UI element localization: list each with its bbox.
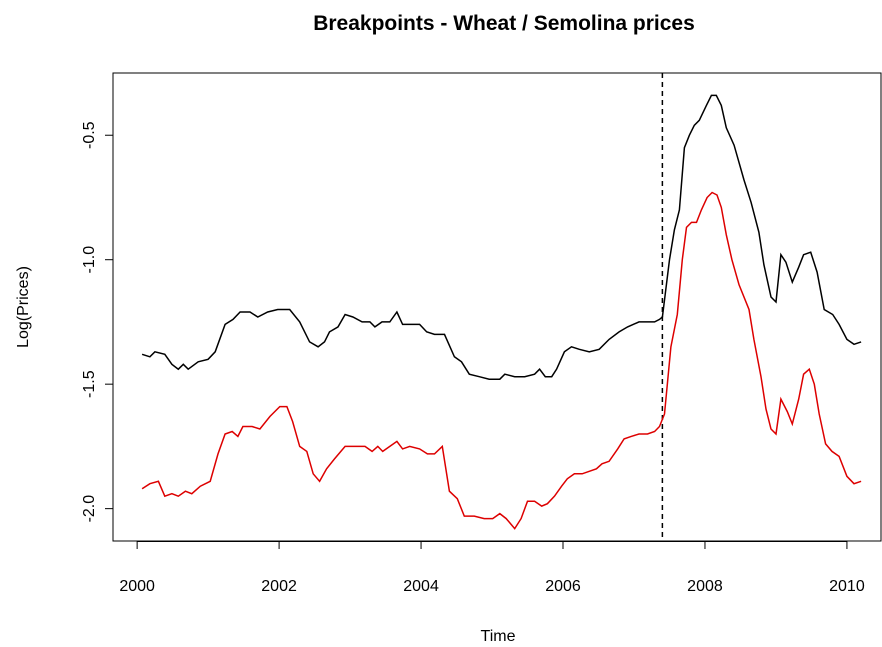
y-axis-label: Log(Prices)	[15, 266, 32, 348]
x-tick-label: 2004	[403, 578, 439, 595]
x-tick-label: 2008	[687, 578, 723, 595]
x-tick-label: 2000	[119, 578, 155, 595]
x-tick-label: 2010	[829, 578, 865, 595]
y-tick-label: -2.0	[81, 495, 98, 523]
y-tick-label: -1.0	[81, 246, 98, 274]
x-axis-label: Time	[481, 628, 516, 645]
plot-box	[112, 72, 882, 542]
y-tick-label: -1.5	[81, 370, 98, 398]
series-line	[141, 94, 862, 380]
chart-title: Breakpoints - Wheat / Semolina prices	[313, 12, 695, 35]
x-tick-label: 2006	[545, 578, 581, 595]
y-tick-label: -0.5	[81, 121, 98, 149]
series-line	[141, 191, 862, 530]
x-tick-label: 2002	[261, 578, 297, 595]
